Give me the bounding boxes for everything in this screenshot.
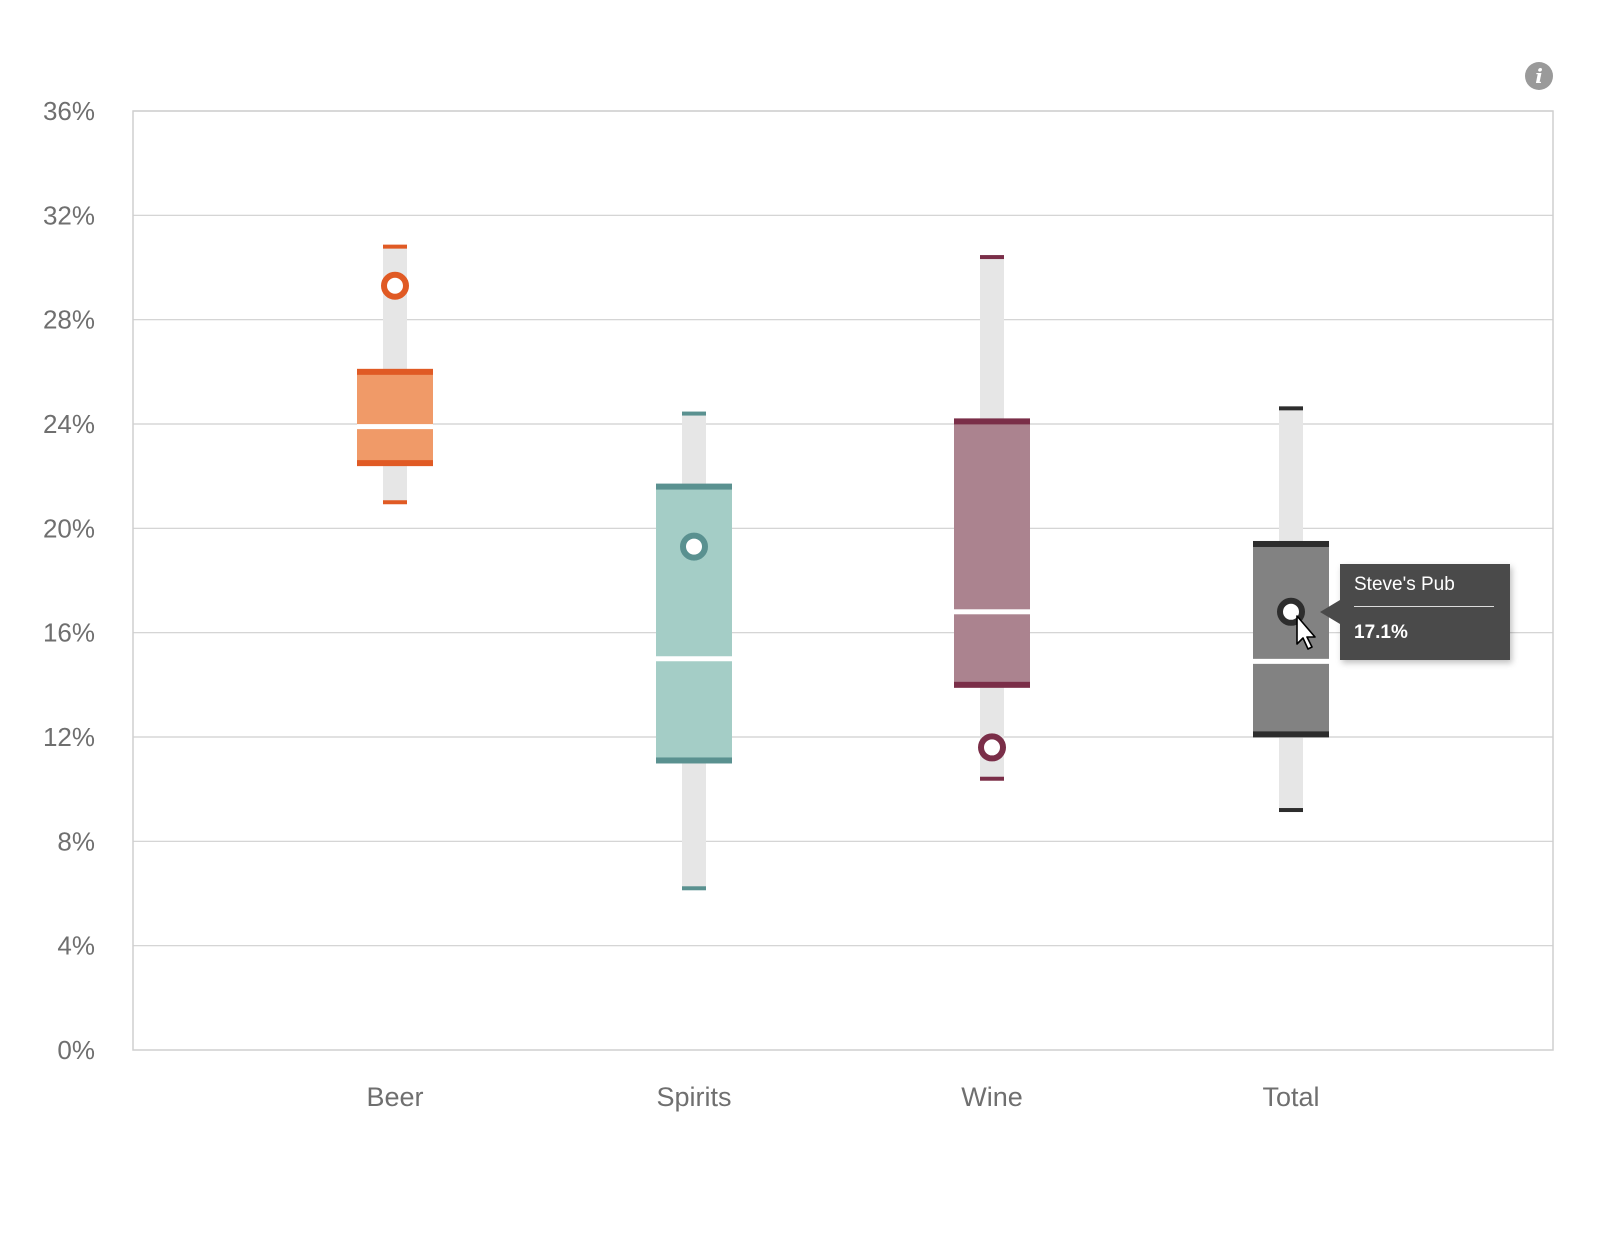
x-tick-label: Beer (366, 1082, 423, 1112)
box-q1-line (1253, 731, 1329, 738)
box-median-line (357, 424, 433, 430)
box-q3-line (357, 368, 433, 375)
box-median-line (656, 656, 732, 662)
y-tick-label: 8% (57, 826, 95, 856)
whisker-cap-max (383, 244, 407, 249)
tooltip: Steve's Pub 17.1% (1320, 564, 1510, 660)
tooltip-divider (1354, 606, 1494, 607)
plot-frame (132, 110, 1554, 1051)
highlight-marker (680, 532, 708, 561)
y-tick-label: 0% (57, 1035, 95, 1065)
box-iqr (954, 421, 1030, 685)
y-tick-label: 20% (43, 513, 95, 543)
whisker-cap-max (682, 411, 706, 416)
x-tick-label: Total (1262, 1082, 1319, 1112)
box-iqr (656, 486, 732, 761)
box-q1-line (954, 681, 1030, 688)
whisker-cap-max (1279, 406, 1303, 411)
y-tick-label: 36% (43, 96, 95, 126)
highlight-marker (978, 733, 1006, 762)
whisker-cap-min (383, 500, 407, 505)
mouse-cursor-icon (1296, 615, 1316, 650)
box-median-line (1253, 658, 1329, 664)
box-q1-line (357, 460, 433, 467)
x-tick-label: Wine (961, 1082, 1023, 1112)
box-q3-line (954, 418, 1030, 425)
box-q3-line (1253, 540, 1329, 547)
highlight-marker (381, 271, 409, 300)
whisker-cap-min (682, 886, 706, 891)
box-median-line (954, 609, 1030, 615)
x-tick-label: Spirits (656, 1082, 731, 1112)
y-tick-label: 12% (43, 722, 95, 752)
box-iqr (357, 371, 433, 464)
whisker-cap-min (980, 776, 1004, 781)
y-tick-label: 32% (43, 200, 95, 230)
y-tick-label: 28% (43, 305, 95, 335)
box-q3-line (656, 483, 732, 490)
box-q1-line (656, 757, 732, 764)
whisker-cap-min (1279, 808, 1303, 813)
box-iqr (1253, 543, 1329, 735)
info-icon[interactable]: i (1525, 62, 1553, 90)
tooltip-name: Steve's Pub (1354, 574, 1455, 595)
tooltip-value: 17.1% (1354, 622, 1408, 643)
whisker-cap-max (980, 255, 1004, 260)
y-tick-label: 16% (43, 618, 95, 648)
y-tick-label: 24% (43, 409, 95, 439)
y-tick-label: 4% (57, 931, 95, 961)
